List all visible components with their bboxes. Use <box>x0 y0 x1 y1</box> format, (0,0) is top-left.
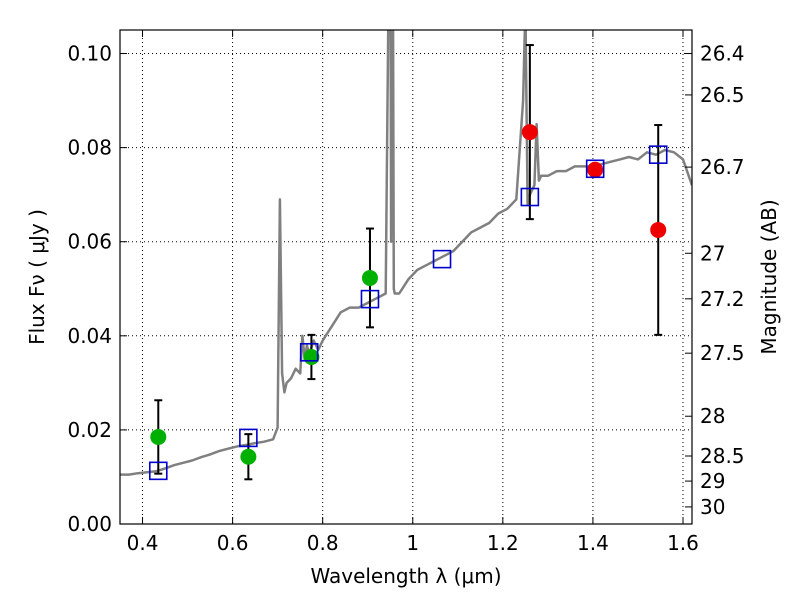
model-photometry-point <box>299 342 319 362</box>
optical-point <box>240 448 257 465</box>
mag-tick-label: 27.2 <box>700 287 745 311</box>
x-tick-label: 0.4 <box>127 531 159 555</box>
mag-tick-label: 26.7 <box>700 155 745 179</box>
y-tick-label: 0.00 <box>67 512 112 536</box>
magnitude-axis-label: Magnitude (AB) <box>757 199 781 354</box>
mag-tick-label: 29 <box>700 469 725 493</box>
x-tick-label: 1 <box>406 531 419 555</box>
mag-tick-label: 28.5 <box>700 444 745 468</box>
x-axis-label: Wavelength λ (μm) <box>310 564 501 588</box>
mag-tick-label: 30 <box>700 495 725 519</box>
x-tick-label: 1.4 <box>577 531 609 555</box>
model-photometry-points <box>148 145 668 481</box>
model-photometry-point <box>585 159 605 179</box>
axis-ticks: 0.4 0.6 0.8 1 1.2 1.4 1.6 0.00 0.02 0.04 0.06 0.08 0… <box>67 30 745 555</box>
nir-point <box>521 124 538 141</box>
nir-point <box>650 221 667 238</box>
mag-tick-label: 27.5 <box>700 341 745 365</box>
optical-point <box>150 428 167 445</box>
observed-points <box>150 124 667 465</box>
nir-point <box>587 161 604 178</box>
mag-tick-label: 26.4 <box>700 42 745 66</box>
y-tick-label: 0.06 <box>67 230 112 254</box>
model-photometry-point <box>360 289 380 309</box>
mag-tick-label: 27 <box>700 241 725 265</box>
plot-area <box>120 30 692 481</box>
model-photometry-point <box>432 249 452 269</box>
y-tick-label: 0.04 <box>67 324 112 348</box>
model-photometry-point <box>148 461 168 481</box>
x-tick-label: 1.2 <box>487 531 519 555</box>
model-photometry-point <box>520 187 540 207</box>
y-tick-label: 0.08 <box>67 136 112 160</box>
optical-point <box>361 269 378 286</box>
plot-background <box>120 30 692 524</box>
mag-tick-label: 26.5 <box>700 83 745 107</box>
x-tick-label: 0.6 <box>217 531 249 555</box>
y-tick-label: 0.02 <box>67 418 112 442</box>
y-axis-label: Flux Fν ( μJy ) <box>25 209 49 345</box>
model-photometry-point <box>648 145 668 164</box>
y-tick-label: 0.10 <box>67 42 112 66</box>
plot-frame <box>119 29 693 525</box>
x-tick-label: 1.6 <box>667 531 699 555</box>
model-photometry-point <box>239 428 258 448</box>
mag-tick-label: 28 <box>700 404 725 428</box>
x-tick-label: 0.8 <box>307 531 339 555</box>
